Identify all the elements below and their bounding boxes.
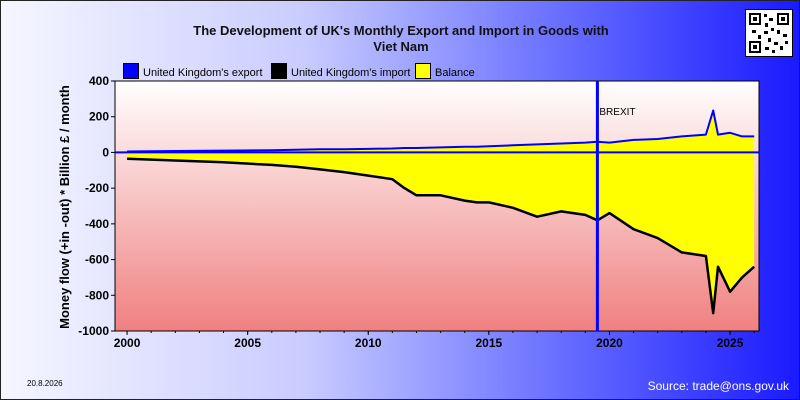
legend-item-export: United Kingdom's export (123, 63, 263, 79)
x-tick-label: 2010 (355, 336, 382, 350)
legend-swatch-export (123, 63, 139, 79)
x-tick-label: 2025 (717, 336, 744, 350)
x-tick-label: 2020 (596, 336, 623, 350)
legend-label-balance: Balance (435, 67, 475, 79)
y-tick-label: -400 (85, 217, 109, 231)
legend-label-export: United Kingdom's export (143, 67, 263, 79)
chart-title-line2: Viet Nam (373, 39, 429, 54)
x-tick-label: 2000 (114, 336, 141, 350)
y-axis-label: Money flow (+in -out) * Billion £ / mont… (57, 85, 72, 329)
y-tick-label: -1000 (78, 324, 109, 338)
legend-swatch-balance (415, 63, 431, 79)
y-tick-label: 400 (89, 74, 109, 88)
chart-title-line1: The Development of UK's Monthly Export a… (193, 23, 609, 38)
import-series-line (127, 157, 756, 315)
legend-swatch-import (271, 63, 287, 79)
brexit-label: BREXIT (599, 107, 635, 118)
export-series-line (127, 109, 755, 153)
y-tick-label: -200 (85, 181, 109, 195)
y-tick-label: 200 (89, 110, 109, 124)
chart-marks: BREXIT (115, 81, 759, 331)
source-credit: Source: trade@ons.gov.uk (647, 379, 789, 393)
y-tick-label: 0 (102, 145, 109, 159)
x-tick-label: 2005 (234, 336, 261, 350)
y-tick-label: -600 (85, 253, 109, 267)
date-stamp: 20.8.2026 (27, 379, 63, 388)
y-tick-label: -800 (85, 288, 109, 302)
legend-item-import: United Kingdom's import (271, 63, 411, 79)
x-tick-label: 2015 (476, 336, 503, 350)
qr-code-icon (745, 9, 793, 57)
legend-label-import: United Kingdom's import (291, 67, 411, 79)
legend-item-balance: Balance (415, 63, 475, 79)
